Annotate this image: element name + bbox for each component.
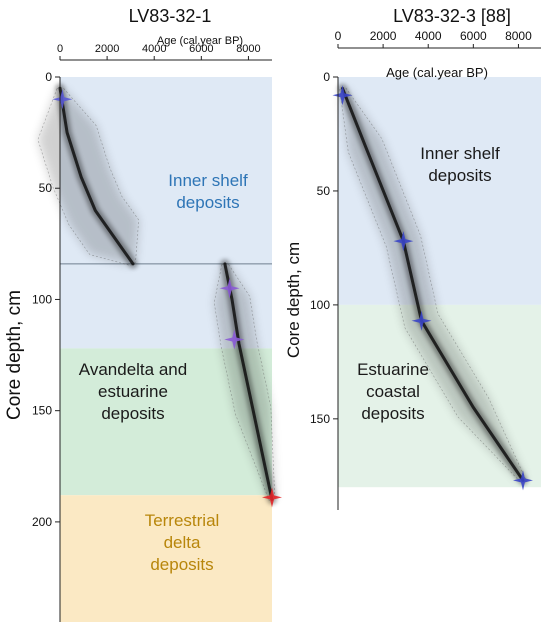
y-tick-label-left-2: 100 [32, 292, 52, 306]
x-tick-label-left-0: 0 [57, 43, 63, 55]
zone-label-left-2-0: Terrestrial [145, 511, 220, 530]
dated-sample-right-3 [513, 470, 533, 491]
y-tick-label-left-3: 150 [32, 404, 52, 418]
zone-label-right-1-1: coastal [366, 382, 420, 401]
dated-sample-left-0 [52, 89, 73, 110]
y-tick-label-right-1: 50 [317, 184, 331, 198]
y-tick-label-right-3: 150 [310, 412, 330, 426]
zone-label-left-2-1: delta [164, 533, 201, 552]
dated-sample-left-1 [219, 278, 240, 299]
series-right [338, 83, 528, 485]
dated-sample-left-3 [262, 487, 282, 508]
envelope-outline-left-1 [213, 262, 276, 501]
axes-left: 0 2000 4000 6000 8000 0 50 100 150 200 [32, 43, 272, 622]
panel-left: 0 2000 4000 6000 8000 0 50 100 150 200 Inner shel… [4, 6, 282, 622]
x-tick-label-right-4: 8000 [505, 29, 532, 43]
zone-label-left-1-2: deposits [101, 404, 164, 423]
x-axis-label-right: Age (cal.year BP) [386, 65, 488, 80]
y-tick-label-left-4: 200 [32, 515, 52, 529]
dated-sample-right-2 [411, 310, 432, 331]
y-tick-label-right-2: 100 [310, 298, 330, 312]
y-axis-label-right: Core depth, cm [284, 242, 303, 358]
zone-label-right-1-2: deposits [361, 404, 424, 423]
panel-title-right: LV83-32-3 [88] [393, 6, 511, 26]
panel-title-left: LV83-32-1 [129, 6, 212, 26]
zone-label-right-0-0: Inner shelf [420, 144, 500, 163]
x-tick-label-right-1: 2000 [370, 29, 397, 43]
zone-label-right-1-0: Estuarine [357, 360, 429, 379]
zone-label-left-0-1: deposits [176, 193, 239, 212]
zone-label-left-2-2: deposits [150, 555, 213, 574]
panel-right: 0 2000 4000 6000 8000 0 50 100 150 Inner shelf de… [284, 6, 541, 510]
y-axis-label-left: Core depth, cm [4, 290, 25, 420]
zone-labels-left: Inner shelf deposits Avandelta and estuarin… [79, 171, 248, 574]
zone-label-left-1-0: Avandelta and [79, 360, 187, 379]
x-axis-label-left: Age (cal.year BP) [157, 35, 243, 47]
y-tick-label-right-0: 0 [323, 70, 330, 84]
x-tick-label-left-1: 2000 [95, 43, 119, 55]
dates-left [52, 89, 282, 508]
x-tick-label-right-2: 4000 [415, 29, 442, 43]
x-tick-label-left-4: 8000 [236, 43, 260, 55]
zone-band-left-2 [60, 495, 272, 622]
x-tick-label-right-3: 6000 [460, 29, 487, 43]
zone-label-left-1-1: estuarine [98, 382, 168, 401]
age-model-line-right-0 [341, 86, 525, 482]
zone-label-left-0-0: Inner shelf [168, 171, 248, 190]
y-tick-label-left-1: 50 [39, 181, 53, 195]
zone-label-right-0-1: deposits [428, 166, 491, 185]
x-tick-label-left-2: 4000 [142, 43, 166, 55]
dated-sample-left-2 [224, 329, 245, 350]
zone-labels-right: Inner shelf deposits Estuarine coastal depos… [357, 144, 500, 423]
x-tick-label-left-3: 6000 [189, 43, 213, 55]
dated-sample-right-1 [393, 231, 414, 252]
x-tick-label-right-0: 0 [335, 29, 342, 43]
axes-right: 0 2000 4000 6000 8000 0 50 100 150 [310, 29, 541, 510]
age-model-line-left-0 [58, 86, 135, 266]
dated-sample-right-0 [332, 85, 353, 106]
dates-right [332, 85, 533, 491]
y-tick-label-left-0: 0 [45, 70, 52, 84]
